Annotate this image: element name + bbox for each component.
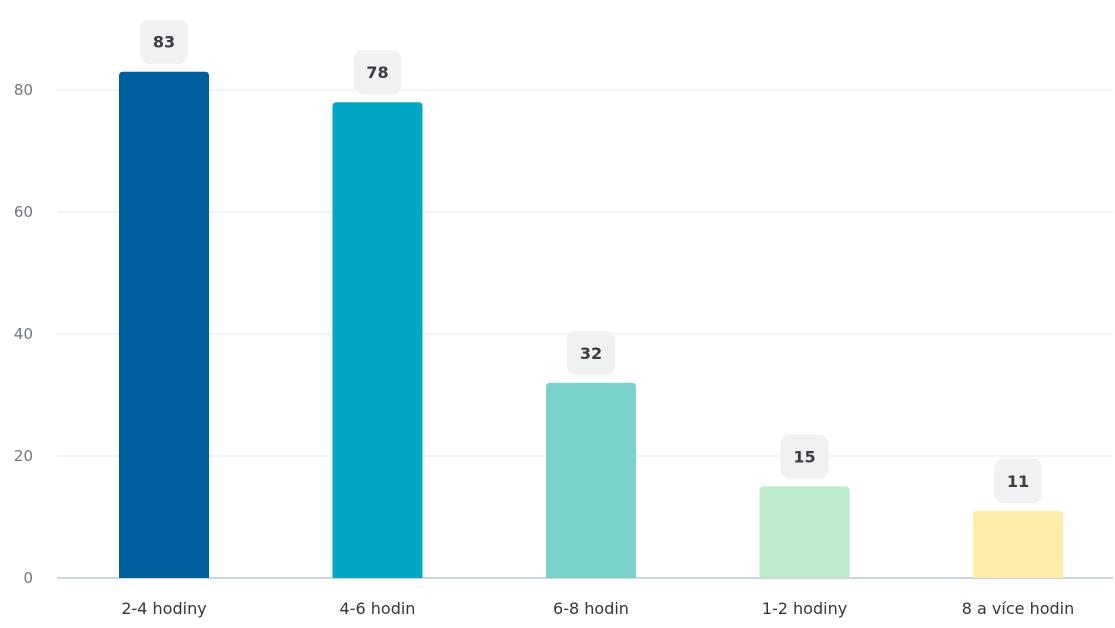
data-label-badge	[994, 458, 1042, 503]
bar[interactable]	[973, 510, 1063, 578]
y-axis: 0 20 40 60 80	[14, 81, 33, 587]
bar[interactable]	[332, 102, 423, 578]
x-tick-label: 8 a více hodin	[962, 599, 1074, 618]
x-tick-label: 1-2 hodiny	[762, 599, 847, 618]
x-tick-label: 4-6 hodin	[340, 599, 416, 618]
data-labels: 83 78 32 15 11	[140, 19, 1042, 503]
data-label: 78	[366, 63, 388, 82]
bar[interactable]	[119, 71, 209, 578]
data-label-badge	[780, 434, 829, 479]
bar[interactable]	[759, 486, 850, 579]
x-tick-label: 6-8 hodin	[553, 599, 629, 618]
y-tick-label: 60	[14, 203, 33, 221]
data-label: 11	[1007, 472, 1029, 491]
bars	[119, 71, 1063, 579]
data-label: 83	[153, 33, 175, 52]
bar[interactable]	[546, 382, 636, 578]
x-tick-label: 2-4 hodiny	[121, 599, 206, 618]
y-tick-label: 80	[14, 81, 33, 99]
y-tick-label: 20	[14, 447, 33, 465]
y-tick-label: 0	[23, 569, 33, 587]
data-label: 15	[793, 448, 815, 467]
data-label-badge	[140, 19, 188, 64]
data-label-badge	[353, 50, 402, 95]
x-axis: 2-4 hodiny 4-6 hodin 6-8 hodin 1-2 hodiny 8 …	[121, 599, 1074, 618]
y-tick-label: 40	[14, 325, 33, 343]
data-label: 32	[580, 344, 602, 363]
data-label-badge	[567, 330, 615, 375]
